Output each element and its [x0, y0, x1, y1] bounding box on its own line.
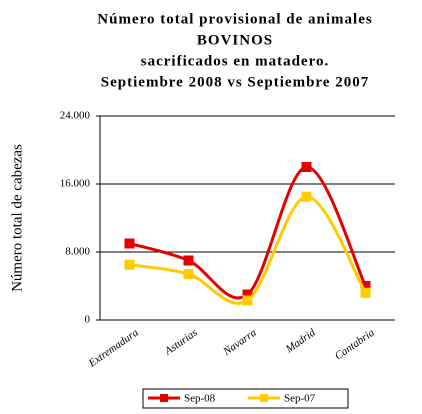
series-line — [129, 165, 367, 300]
y-tick-label: 16.000 — [60, 178, 91, 190]
y-axis-label: Número total de cabezas — [9, 144, 25, 292]
marker — [124, 259, 135, 270]
y-tick-label: 8.000 — [65, 246, 90, 258]
chart-title: Septiembre 2008 vs Septiembre 2007 — [101, 74, 369, 90]
marker — [183, 269, 194, 280]
marker — [242, 295, 253, 306]
marker — [242, 289, 253, 300]
marker — [183, 255, 194, 266]
x-tick-label: Madrid — [283, 326, 318, 356]
legend-label: Sep-07 — [284, 393, 316, 405]
series-line — [129, 195, 367, 305]
legend-label: Sep-08 — [184, 393, 216, 405]
legend-marker — [260, 394, 268, 402]
legend-box — [142, 388, 349, 409]
marker — [301, 191, 312, 202]
marker — [360, 287, 371, 298]
y-tick-label: 0 — [85, 314, 91, 326]
marker — [301, 162, 312, 172]
x-tick-label: Navarra — [220, 326, 259, 358]
marker — [124, 238, 135, 249]
x-tick-label: Asturias — [162, 327, 200, 358]
marker — [360, 281, 371, 291]
chart-title: sacrificados en matadero. — [141, 53, 329, 69]
legend-marker — [160, 394, 168, 402]
chart-title: Número total provisional de animales — [97, 11, 372, 27]
chart-title: BOVINOS — [197, 32, 273, 48]
x-tick-label: Extremadura — [86, 326, 141, 370]
y-tick-label: 24.000 — [60, 110, 91, 122]
x-tick-label: Cantabria — [333, 326, 377, 362]
